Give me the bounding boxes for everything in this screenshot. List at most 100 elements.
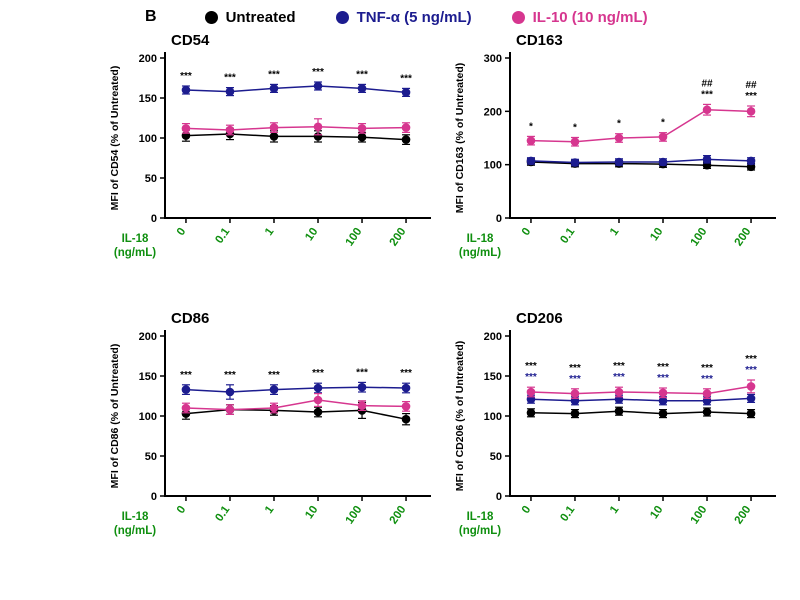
svg-text:(ng/mL): (ng/mL) bbox=[114, 247, 156, 259]
legend-label-untreated: Untreated bbox=[225, 8, 296, 26]
svg-text:150: 150 bbox=[139, 93, 157, 105]
svg-text:10: 10 bbox=[303, 504, 320, 521]
chart-cd206: CD206 0 50 100 150 200 MFI of CD206 (% of Untr… bbox=[450, 306, 790, 578]
svg-text:CD86: CD86 bbox=[171, 310, 209, 327]
legend-dot-tnf-alpha-icon bbox=[335, 10, 349, 24]
svg-text:IL-18: IL-18 bbox=[467, 511, 494, 523]
chart-cd163: CD163 0 100 200 300 MFI of CD163 (% of Untrea… bbox=[450, 28, 790, 300]
svg-text:0: 0 bbox=[175, 504, 189, 516]
svg-text:1: 1 bbox=[608, 225, 622, 238]
svg-text:0: 0 bbox=[175, 226, 189, 238]
charts-grid: CD54 0 50 100 150 200 MFI of CD54 (% of Untrea… bbox=[105, 28, 800, 578]
svg-text:200: 200 bbox=[733, 226, 754, 249]
svg-text:***: *** bbox=[701, 89, 713, 100]
svg-text:*: * bbox=[661, 118, 665, 129]
svg-text:100: 100 bbox=[344, 504, 365, 527]
svg-text:0.1: 0.1 bbox=[213, 503, 232, 523]
cd206-plot: CD206 0 50 100 150 200 MFI of CD206 (% of Untr… bbox=[454, 310, 776, 537]
legend-item-tnf-alpha: TNF-α (5 ng/mL) bbox=[335, 8, 472, 26]
svg-text:50: 50 bbox=[145, 173, 157, 185]
cd86-plot: CD86 0 50 100 150 200 MFI of CD86 (% of Untrea… bbox=[109, 310, 431, 537]
svg-text:CD206: CD206 bbox=[516, 310, 563, 327]
svg-text:50: 50 bbox=[145, 451, 157, 463]
svg-text:*: * bbox=[617, 119, 621, 130]
svg-text:***: *** bbox=[268, 69, 280, 80]
svg-text:CD163: CD163 bbox=[516, 32, 563, 49]
svg-text:0: 0 bbox=[151, 213, 157, 225]
svg-text:***: *** bbox=[224, 370, 236, 381]
svg-text:***: *** bbox=[268, 370, 280, 381]
svg-text:50: 50 bbox=[490, 451, 502, 463]
svg-text:100: 100 bbox=[139, 133, 157, 145]
svg-text:IL-18: IL-18 bbox=[122, 511, 149, 523]
svg-text:***: *** bbox=[180, 71, 192, 82]
chart-cd54: CD54 0 50 100 150 200 MFI of CD54 (% of Untrea… bbox=[105, 28, 445, 300]
svg-text:100: 100 bbox=[689, 226, 710, 249]
legend-dot-untreated-icon bbox=[204, 10, 218, 24]
svg-text:200: 200 bbox=[388, 504, 409, 527]
svg-text:200: 200 bbox=[139, 53, 157, 65]
svg-text:0: 0 bbox=[520, 504, 534, 516]
svg-text:***: *** bbox=[745, 354, 757, 365]
svg-text:***: *** bbox=[569, 363, 581, 374]
svg-text:##: ## bbox=[701, 78, 713, 89]
svg-text:***: *** bbox=[701, 363, 713, 374]
figure-header: B Untreated TNF-α (5 ng/mL) IL-10 (10 ng… bbox=[0, 0, 800, 26]
svg-text:(ng/mL): (ng/mL) bbox=[114, 525, 156, 537]
legend-label-tnf-alpha: TNF-α (5 ng/mL) bbox=[356, 8, 472, 26]
svg-text:MFI of CD54 (% of Untreated): MFI of CD54 (% of Untreated) bbox=[109, 66, 121, 211]
svg-text:***: *** bbox=[657, 362, 669, 373]
svg-text:***: *** bbox=[400, 368, 412, 379]
svg-text:***: *** bbox=[613, 372, 625, 383]
svg-text:200: 200 bbox=[139, 331, 157, 343]
svg-text:***: *** bbox=[356, 367, 368, 378]
svg-text:***: *** bbox=[745, 91, 757, 102]
svg-text:***: *** bbox=[525, 372, 537, 383]
svg-text:***: *** bbox=[312, 67, 324, 78]
svg-text:***: *** bbox=[569, 374, 581, 385]
svg-text:CD54: CD54 bbox=[171, 32, 210, 49]
svg-text:0.1: 0.1 bbox=[558, 225, 577, 245]
svg-text:300: 300 bbox=[484, 53, 502, 65]
svg-text:200: 200 bbox=[733, 504, 754, 527]
chart-cd86: CD86 0 50 100 150 200 MFI of CD86 (% of Untrea… bbox=[105, 306, 445, 578]
legend-item-il10: IL-10 (10 ng/mL) bbox=[511, 8, 648, 26]
svg-text:0: 0 bbox=[496, 213, 502, 225]
svg-text:MFI of CD206 (% of Untreated): MFI of CD206 (% of Untreated) bbox=[454, 341, 466, 492]
svg-text:***: *** bbox=[356, 69, 368, 80]
svg-text:0: 0 bbox=[520, 226, 534, 238]
svg-text:200: 200 bbox=[388, 226, 409, 249]
svg-text:10: 10 bbox=[648, 226, 665, 243]
svg-text:10: 10 bbox=[648, 504, 665, 521]
legend-label-il10: IL-10 (10 ng/mL) bbox=[532, 8, 648, 26]
svg-text:***: *** bbox=[312, 368, 324, 379]
svg-text:***: *** bbox=[657, 373, 669, 384]
svg-text:***: *** bbox=[400, 73, 412, 84]
svg-text:150: 150 bbox=[484, 371, 502, 383]
svg-text:1: 1 bbox=[263, 225, 277, 238]
svg-text:10: 10 bbox=[303, 226, 320, 243]
legend-dot-il10-icon bbox=[511, 10, 525, 24]
svg-text:0.1: 0.1 bbox=[558, 503, 577, 523]
svg-text:***: *** bbox=[613, 361, 625, 372]
svg-text:IL-18: IL-18 bbox=[122, 233, 149, 245]
svg-text:100: 100 bbox=[139, 411, 157, 423]
svg-text:***: *** bbox=[525, 361, 537, 372]
svg-text:MFI of CD86 (% of Untreated): MFI of CD86 (% of Untreated) bbox=[109, 344, 121, 489]
legend: Untreated TNF-α (5 ng/mL) IL-10 (10 ng/m… bbox=[204, 8, 648, 26]
svg-text:200: 200 bbox=[484, 106, 502, 118]
svg-text:***: *** bbox=[224, 73, 236, 84]
svg-text:*: * bbox=[573, 122, 577, 133]
svg-text:100: 100 bbox=[689, 504, 710, 527]
svg-text:*: * bbox=[529, 121, 533, 132]
svg-text:200: 200 bbox=[484, 331, 502, 343]
svg-text:##: ## bbox=[745, 80, 757, 91]
svg-text:***: *** bbox=[701, 374, 713, 385]
svg-text:(ng/mL): (ng/mL) bbox=[459, 525, 501, 537]
legend-item-untreated: Untreated bbox=[204, 8, 296, 26]
panel-label: B bbox=[145, 8, 157, 25]
svg-text:MFI of CD163 (% of Untreated): MFI of CD163 (% of Untreated) bbox=[454, 63, 466, 214]
svg-text:150: 150 bbox=[139, 371, 157, 383]
